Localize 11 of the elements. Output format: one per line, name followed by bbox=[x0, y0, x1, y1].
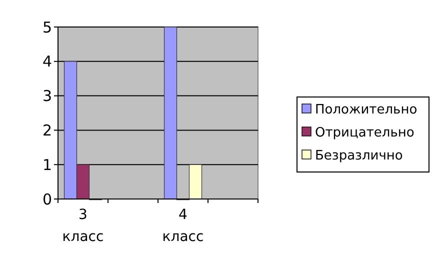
y-tick-label: 1 bbox=[42, 156, 52, 174]
legend-label: Положительно bbox=[315, 102, 418, 118]
x-tick-label: 3 класс bbox=[62, 207, 104, 245]
y-tick-label: 2 bbox=[42, 121, 52, 140]
y-tick-label: 3 bbox=[42, 87, 52, 106]
y-tick-label: 4 bbox=[42, 52, 52, 71]
legend-label: Отрицательно bbox=[315, 126, 414, 141]
x-tick-label: 4 класс bbox=[162, 207, 204, 245]
legend-label: Безразлично bbox=[315, 148, 403, 164]
y-tick-label: 5 bbox=[42, 18, 52, 36]
y-tick-label: 0 bbox=[42, 190, 52, 208]
